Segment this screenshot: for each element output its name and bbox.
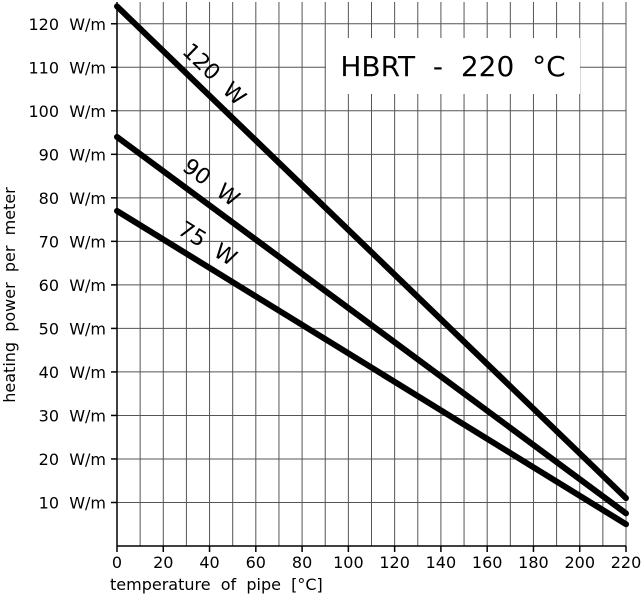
- tick-labels: 10 W/m 20 W/m 30 W/m 40 W/m 50 W/m 60 W/m 70 W…: [28, 15, 641, 572]
- series-line: [114, 207, 629, 528]
- series-lines: [114, 3, 629, 528]
- chart-title-box: HBRT - 220 °C: [326, 38, 580, 94]
- y-axis-title: heating power per meter: [0, 187, 19, 403]
- x-tick-label: 180: [518, 553, 549, 572]
- y-tick-label: 110 W/m: [28, 58, 106, 77]
- x-tick-label: 160: [472, 553, 503, 572]
- x-tick-label: 40: [199, 553, 219, 572]
- y-tick-label: 50 W/m: [39, 319, 106, 338]
- series-line: [114, 3, 629, 502]
- series-line: [114, 133, 629, 517]
- y-tick-label: 20 W/m: [39, 450, 106, 469]
- axes: [111, 2, 627, 552]
- x-tick-label: 200: [564, 553, 595, 572]
- y-tick-label: 10 W/m: [39, 493, 106, 512]
- x-tick-label: 0: [112, 553, 122, 572]
- x-tick-label: 60: [246, 553, 266, 572]
- y-tick-label: 60 W/m: [39, 276, 106, 295]
- y-tick-label: 120 W/m: [28, 15, 106, 34]
- x-tick-label: 100: [333, 553, 364, 572]
- x-tick-label: 80: [292, 553, 312, 572]
- x-tick-label: 220: [611, 553, 642, 572]
- y-tick-label: 70 W/m: [39, 232, 106, 251]
- y-tick-label: 100 W/m: [28, 102, 106, 121]
- x-tick-label: 140: [426, 553, 457, 572]
- x-tick-label: 20: [153, 553, 173, 572]
- chart-title-background: [326, 38, 580, 94]
- y-tick-label: 80 W/m: [39, 189, 106, 208]
- chart-title: HBRT - 220 °C: [340, 50, 565, 83]
- x-tick-label: 120: [379, 553, 410, 572]
- y-tick-label: 30 W/m: [39, 406, 106, 425]
- y-tick-label: 90 W/m: [39, 145, 106, 164]
- x-axis-title: temperature of pipe [°C]: [110, 575, 323, 594]
- y-tick-label: 40 W/m: [39, 363, 106, 382]
